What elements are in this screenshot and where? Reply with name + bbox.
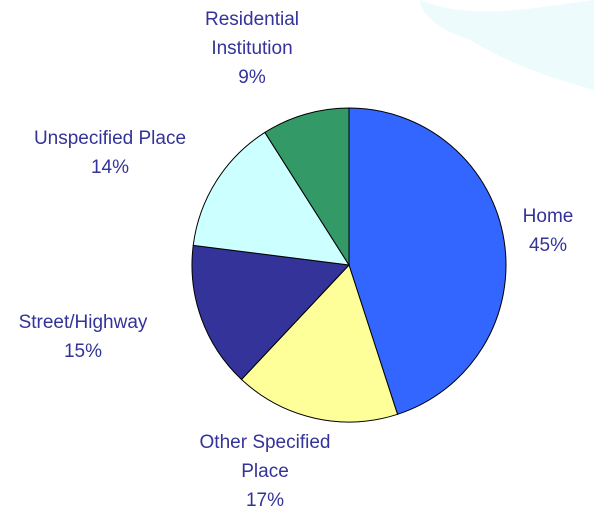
category-label: Other Specified Place bbox=[200, 432, 331, 482]
value-label: 15% bbox=[64, 341, 102, 362]
category-label: Street/Highway bbox=[19, 312, 148, 333]
slice-label: Street/Highway 15% bbox=[0, 308, 173, 366]
value-label: 45% bbox=[529, 235, 567, 256]
category-label: Residential Institution bbox=[205, 9, 299, 59]
background-decoration bbox=[420, 0, 594, 90]
slice-label: Unspecified Place 14% bbox=[0, 124, 220, 182]
slice-label: Other Specified Place 17% bbox=[185, 428, 345, 515]
category-label: Unspecified Place bbox=[34, 128, 186, 149]
value-label: 14% bbox=[91, 157, 129, 178]
slice-label: Residential Institution 9% bbox=[182, 5, 322, 92]
page: Home 45% Other Specified Place 17% Street/Hi… bbox=[0, 0, 594, 518]
slice-label: Home 45% bbox=[503, 202, 593, 260]
value-label: 17% bbox=[246, 490, 284, 511]
category-label: Home bbox=[523, 206, 574, 227]
value-label: 9% bbox=[238, 67, 265, 88]
